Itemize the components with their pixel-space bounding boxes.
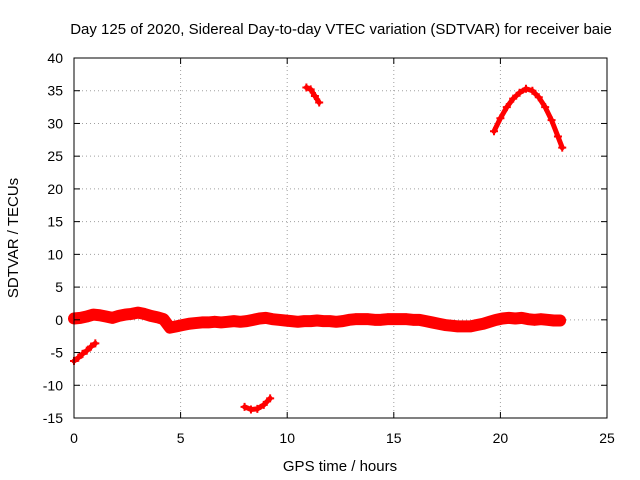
data-point	[178, 321, 187, 330]
data-point	[485, 317, 494, 326]
data-point	[534, 93, 543, 102]
data-point	[556, 316, 565, 325]
data-point	[87, 342, 96, 351]
data-point	[172, 322, 181, 331]
data-point	[490, 127, 499, 136]
data-point	[421, 317, 430, 326]
data-point	[553, 132, 562, 141]
data-point	[266, 394, 275, 403]
data-point	[146, 311, 155, 320]
data-point	[415, 315, 424, 324]
data-point	[515, 88, 524, 97]
y-tick-label: 40	[47, 50, 63, 66]
data-point	[240, 402, 249, 411]
data-point	[517, 313, 526, 322]
series-segment-around-8h	[240, 394, 275, 414]
data-point	[338, 317, 347, 326]
data-point	[434, 319, 443, 328]
data-point	[82, 312, 91, 321]
data-point	[521, 84, 530, 93]
data-point	[249, 315, 258, 324]
x-tick-label: 5	[177, 430, 185, 446]
data-point	[558, 143, 567, 152]
data-point	[466, 322, 475, 331]
data-point	[496, 114, 505, 123]
data-point	[428, 318, 437, 327]
data-point	[253, 404, 262, 413]
y-tick-label: 30	[47, 115, 63, 131]
x-axis-ticks: 0 5 10 15 20 25	[70, 58, 615, 446]
y-tick-label: -10	[43, 377, 63, 393]
data-point	[76, 313, 85, 322]
y-tick-label: 10	[47, 246, 63, 262]
y-axis-ticks: -15 -10 -5 0 5 10 15 20 25 30 35 40	[43, 50, 607, 426]
data-point	[114, 311, 123, 320]
y-tick-label: -5	[51, 345, 64, 361]
data-point	[127, 309, 136, 318]
data-point	[108, 313, 117, 322]
data-point	[528, 86, 537, 95]
grid	[74, 58, 607, 418]
x-tick-label: 20	[493, 430, 509, 446]
y-tick-label: 35	[47, 83, 63, 99]
data-point	[242, 317, 251, 326]
x-axis-label: GPS time / hours	[283, 458, 397, 475]
data-point	[541, 103, 550, 112]
data-point	[133, 308, 142, 317]
chart-title: Day 125 of 2020, Sidereal Day-to-day VTE…	[70, 21, 612, 38]
data-point	[95, 311, 104, 320]
data-point	[502, 103, 511, 112]
plot-frame	[73, 57, 608, 419]
data-point	[165, 323, 174, 332]
series-segment-around-11h	[302, 83, 324, 107]
data-point	[153, 313, 162, 322]
data-point	[315, 98, 324, 107]
data-point	[492, 315, 501, 324]
data-point	[74, 353, 83, 362]
data-marks	[68, 83, 567, 414]
x-tick-label: 25	[599, 430, 615, 446]
data-point	[479, 319, 488, 328]
y-tick-label: -15	[43, 410, 63, 426]
data-point	[259, 400, 268, 409]
data-point	[472, 321, 481, 330]
x-tick-label: 0	[70, 430, 78, 446]
data-point	[140, 309, 149, 318]
data-point	[261, 313, 270, 322]
y-tick-label: 0	[55, 312, 63, 328]
data-point	[547, 116, 556, 125]
series-arc-evening	[490, 84, 567, 152]
y-tick-label: 25	[47, 148, 63, 164]
data-point	[101, 312, 110, 321]
x-tick-label: 10	[279, 430, 295, 446]
y-axis-label: SDTVAR / TECUs	[5, 178, 22, 298]
data-point	[82, 346, 91, 355]
data-point	[159, 315, 168, 324]
data-point	[310, 91, 319, 100]
y-tick-label: 20	[47, 181, 63, 197]
x-tick-label: 15	[386, 430, 402, 446]
data-point	[91, 339, 100, 348]
series-main	[68, 306, 567, 334]
y-tick-label: 5	[55, 279, 63, 295]
data-point	[509, 94, 518, 103]
data-point	[302, 83, 311, 92]
data-point	[78, 349, 87, 358]
data-point	[306, 85, 315, 94]
y-tick-label: 15	[47, 214, 63, 230]
